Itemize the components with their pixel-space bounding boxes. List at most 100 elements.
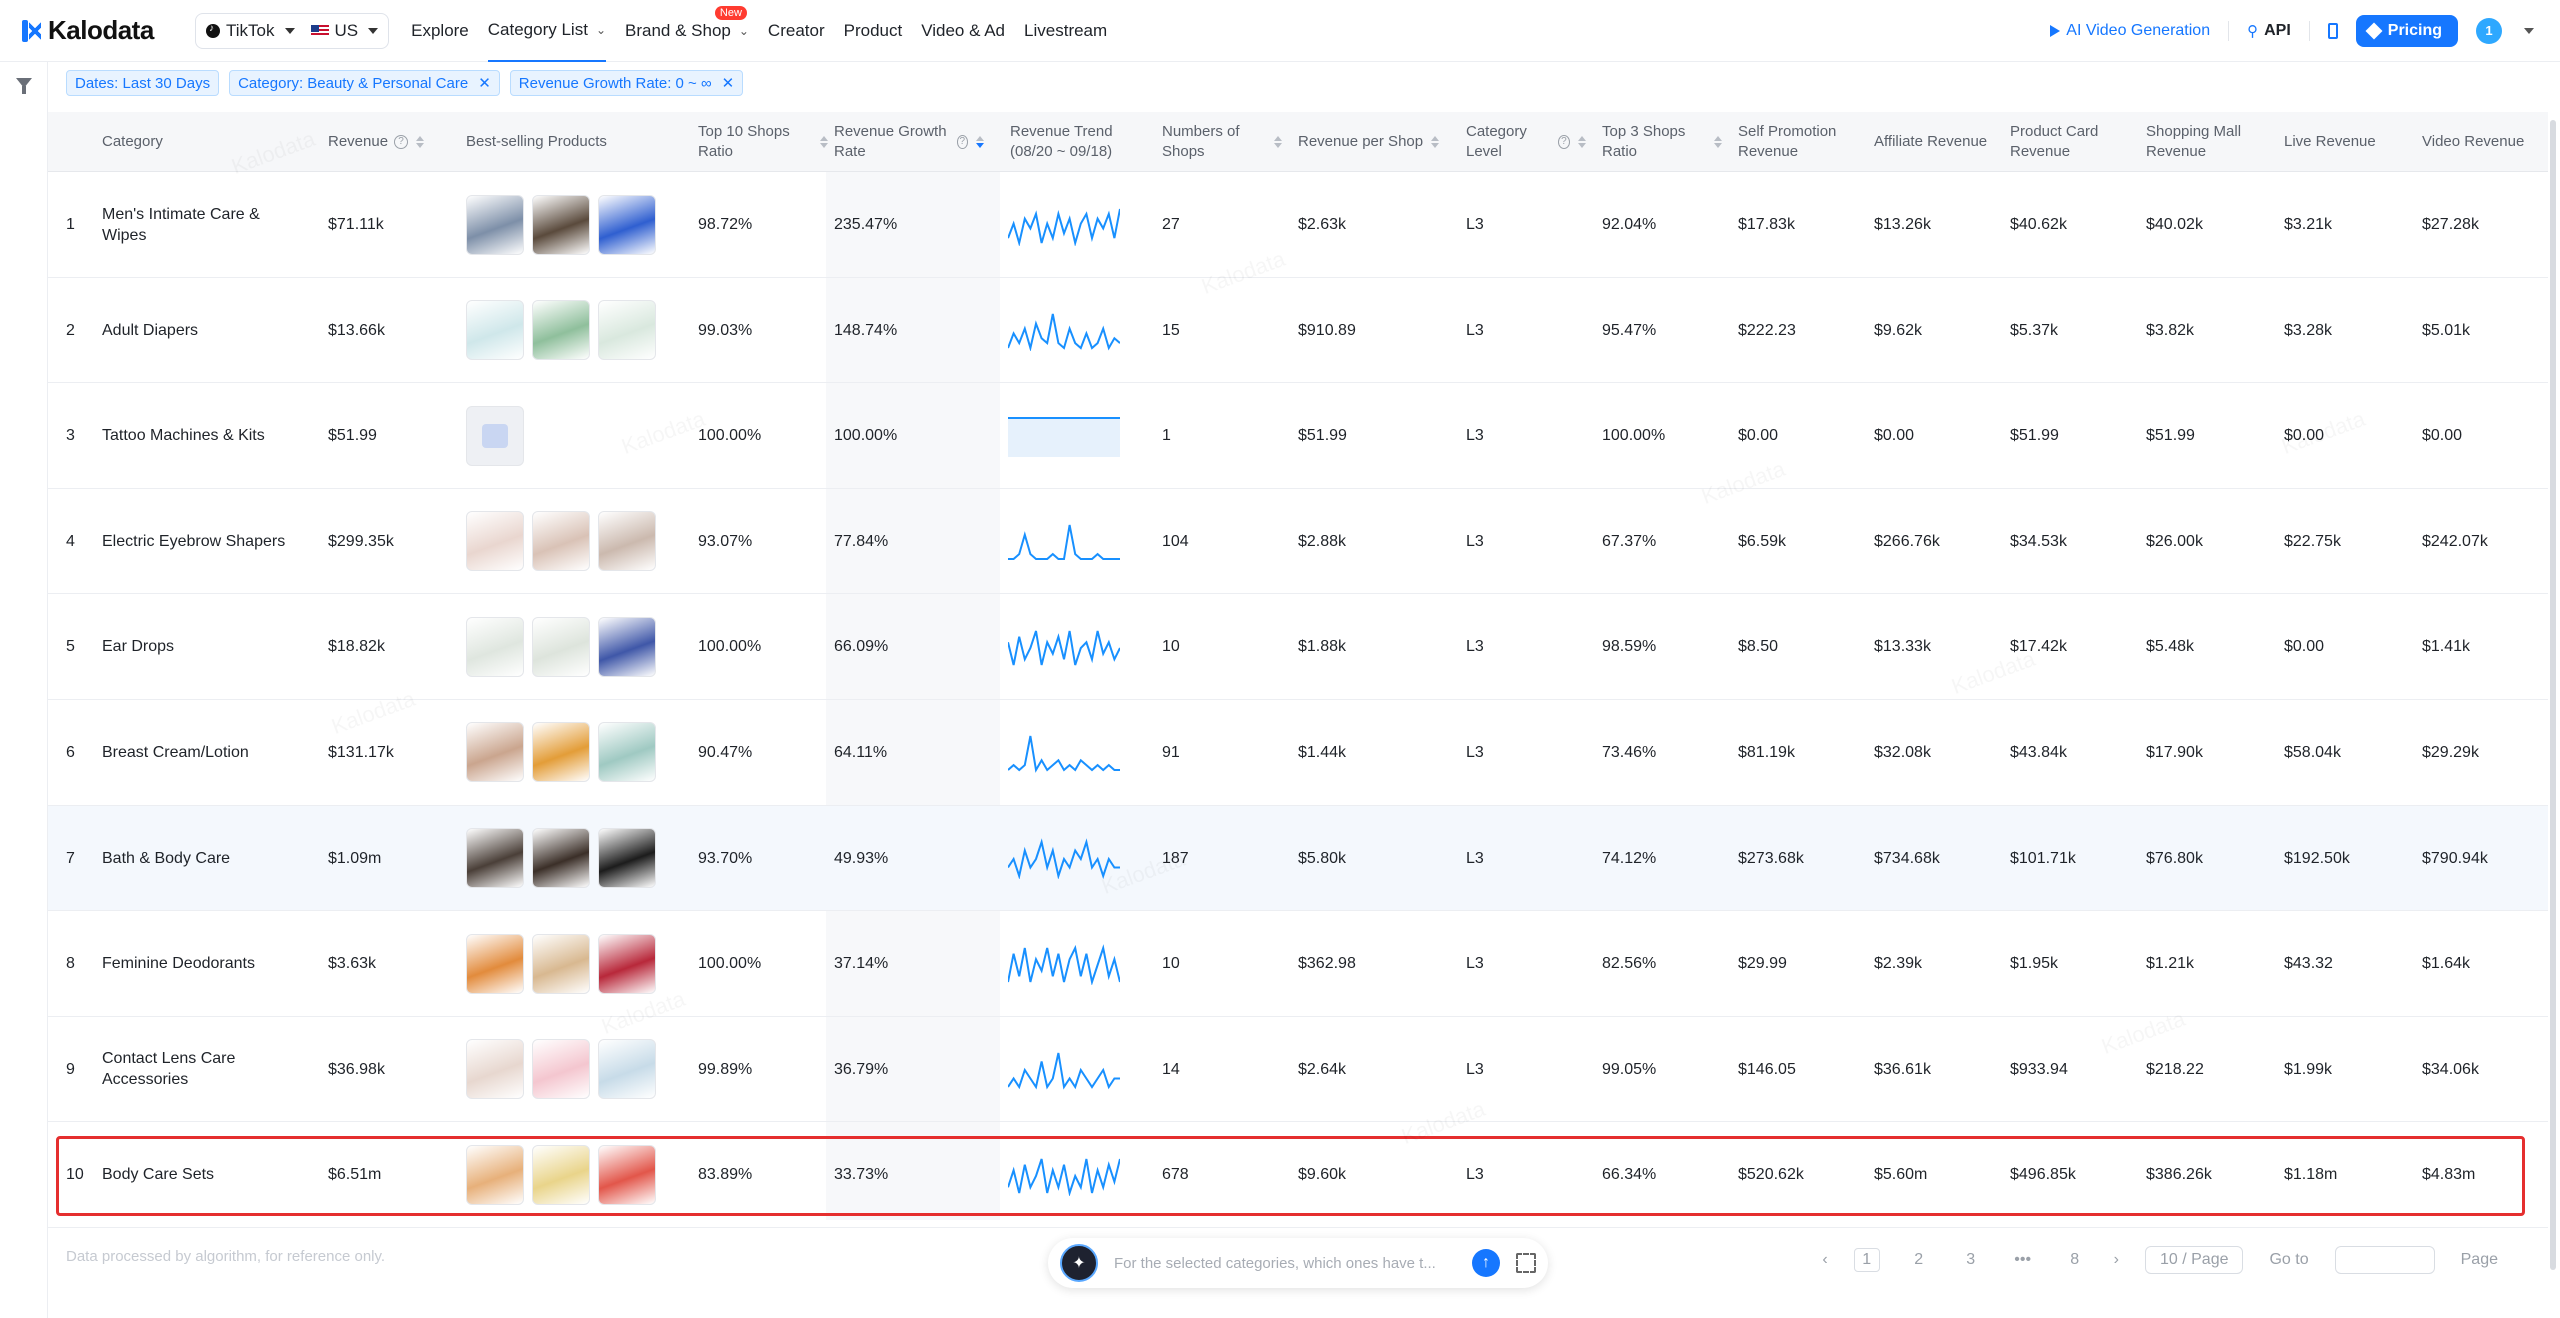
sort-icon[interactable]	[820, 136, 828, 148]
product-thumbnail[interactable]	[598, 194, 656, 255]
category-name[interactable]: Tattoo Machines & Kits	[102, 427, 265, 445]
region-selector[interactable]: US	[310, 21, 379, 41]
sort-icon[interactable]	[416, 136, 425, 148]
close-icon[interactable]: ✕	[721, 75, 735, 92]
product-thumbnail[interactable]	[466, 300, 524, 361]
column-header-level[interactable]: Category Level?	[1466, 112, 1586, 172]
nav-livestream[interactable]: Livestream	[1024, 0, 1107, 62]
table-row[interactable]: 6 Breast Cream/Lotion $131.17k 90.47% 64.11%…	[48, 700, 2548, 806]
category-name[interactable]: Body Care Sets	[102, 1166, 215, 1184]
next-page-icon[interactable]: ›	[2113, 1251, 2119, 1268]
table-row[interactable]: 7 Bath & Body Care $1.09m 93.70% 49.93% 187 $5…	[48, 805, 2548, 912]
product-thumbnail[interactable]	[598, 300, 656, 361]
product-thumbnail[interactable]	[466, 722, 524, 783]
goto-page-input[interactable]	[2334, 1246, 2435, 1274]
help-icon[interactable]: ?	[394, 135, 409, 149]
help-icon[interactable]: ?	[1557, 135, 1570, 149]
product-thumbnail[interactable]	[532, 933, 590, 994]
table-row[interactable]: 2 Adult Diapers $13.66k 99.03% 148.74% 15 $910…	[48, 278, 2548, 384]
sort-icon[interactable]	[1578, 136, 1586, 148]
product-thumbnail[interactable]	[598, 616, 656, 677]
column-header-top3[interactable]: Top 3 Shops Ratio	[1602, 112, 1722, 172]
product-thumbnail[interactable]	[598, 1144, 656, 1205]
column-header-revenue[interactable]: Revenue?	[328, 112, 448, 172]
category-name[interactable]: Electric Eyebrow Shapers	[102, 532, 286, 550]
product-thumbnail[interactable]	[598, 722, 656, 783]
help-icon[interactable]: ?	[956, 135, 968, 149]
table-row[interactable]: 10 Body Care Sets $6.51m 83.89% 33.73% 678 $9.…	[48, 1122, 2548, 1228]
product-thumbnail[interactable]	[598, 933, 656, 994]
ai-video-generation-link[interactable]: AI Video Generation	[2050, 22, 2210, 40]
table-row[interactable]: 4 Electric Eyebrow Shapers $299.35k 93.07% 7…	[48, 489, 2548, 595]
category-name[interactable]: Contact Lens Care Accessories	[102, 1050, 236, 1089]
category-name[interactable]: Bath & Body Care	[102, 849, 231, 867]
product-thumbnail[interactable]	[532, 300, 590, 361]
product-thumbnail[interactable]	[466, 828, 524, 889]
nav-creator[interactable]: Creator	[768, 0, 825, 62]
category-name[interactable]: Men's Intimate Care & Wipes	[102, 205, 260, 244]
product-thumbnail[interactable]	[466, 616, 524, 677]
shopping-bag-icon[interactable]	[466, 405, 524, 466]
nav-explore[interactable]: Explore	[411, 0, 469, 62]
page-number[interactable]: 3	[1966, 1251, 1976, 1268]
ai-assistant-icon[interactable]: ✦	[1060, 1244, 1098, 1282]
ai-question-input[interactable]: For the selected categories, which ones …	[1114, 1254, 1436, 1272]
expand-icon[interactable]	[1516, 1253, 1536, 1273]
user-avatar[interactable]: 1	[2476, 17, 2502, 44]
product-thumbnail[interactable]	[532, 722, 590, 783]
product-thumbnail[interactable]	[466, 933, 524, 994]
vertical-scrollbar[interactable]	[2550, 120, 2556, 1270]
sort-icon[interactable]	[976, 136, 984, 148]
app-selector[interactable]: TikTok	[206, 21, 295, 41]
product-thumbnail[interactable]	[466, 194, 524, 255]
category-name[interactable]: Ear Drops	[102, 638, 175, 656]
page-size-select[interactable]: 10 / Page	[2144, 1246, 2244, 1274]
sort-icon[interactable]	[1714, 136, 1722, 148]
filter-chip[interactable]: Dates: Last 30 Days	[66, 70, 220, 96]
nav-product[interactable]: Product	[844, 0, 903, 62]
column-header-shops[interactable]: Numbers of Shops	[1162, 112, 1282, 172]
product-thumbnail[interactable]	[532, 1039, 590, 1100]
send-arrow-icon[interactable]: ↑	[1472, 1249, 1500, 1277]
nav-category-list[interactable]: Category List ⌄	[487, 0, 606, 62]
column-header-rps[interactable]: Revenue per Shop	[1298, 112, 1448, 172]
product-thumbnail[interactable]	[466, 511, 524, 572]
column-header-growth[interactable]: Revenue Growth Rate?	[834, 112, 984, 172]
table-row[interactable]: 9 Contact Lens Care Accessories $36.98k 99.…	[48, 1017, 2548, 1123]
product-thumbnail[interactable]	[532, 194, 590, 255]
close-icon[interactable]: ✕	[478, 75, 491, 92]
table-row[interactable]: 1 Men's Intimate Care & Wipes $71.11k 98.72…	[48, 172, 2548, 278]
prev-page-icon[interactable]: ‹	[1822, 1251, 1828, 1268]
page-number[interactable]: •••	[2014, 1251, 2032, 1268]
page-number[interactable]: 1	[1853, 1248, 1880, 1272]
category-name[interactable]: Breast Cream/Lotion	[102, 743, 249, 761]
table-row[interactable]: 8 Feminine Deodorants $3.63k 100.00% 37.14% 1…	[48, 911, 2548, 1017]
page-number[interactable]: 8	[2070, 1251, 2080, 1268]
filter-icon[interactable]	[16, 78, 32, 94]
sort-icon[interactable]	[1431, 136, 1440, 148]
pricing-button[interactable]: Pricing	[2355, 14, 2458, 47]
page-number[interactable]: 2	[1914, 1251, 1924, 1268]
chevron-down-icon[interactable]	[2524, 27, 2534, 34]
product-thumbnail[interactable]	[466, 1144, 524, 1205]
category-name[interactable]: Feminine Deodorants	[102, 955, 255, 973]
product-thumbnail[interactable]	[598, 511, 656, 572]
ai-assistant-bar[interactable]: ✦ For the selected categories, which one…	[1048, 1238, 1548, 1288]
category-name[interactable]: Adult Diapers	[102, 321, 199, 339]
product-thumbnail[interactable]	[598, 828, 656, 889]
product-thumbnail[interactable]	[598, 1039, 656, 1100]
product-thumbnail[interactable]	[532, 828, 590, 889]
product-thumbnail[interactable]	[532, 616, 590, 677]
nav-video-ad[interactable]: Video & Ad	[921, 0, 1005, 62]
column-header-top10[interactable]: Top 10 Shops Ratio	[698, 112, 828, 172]
table-row[interactable]: 3 Tattoo Machines & Kits $51.99 100.00% 100.…	[48, 383, 2548, 489]
product-thumbnail[interactable]	[532, 511, 590, 572]
api-link[interactable]: ⚲ API	[2247, 22, 2291, 40]
kalodata-logo[interactable]: Kalodata	[20, 15, 165, 46]
mobile-app-icon[interactable]	[2327, 22, 2338, 39]
sort-icon[interactable]	[1274, 136, 1282, 148]
filter-chip[interactable]: Revenue Growth Rate: 0 ~ ∞ ✕	[509, 70, 744, 96]
table-row[interactable]: 5 Ear Drops $18.82k 100.00% 66.09% 10 $1.88k L3…	[48, 594, 2548, 700]
nav-brand-shop[interactable]: Brand & Shop ⌄ New	[625, 0, 749, 62]
product-thumbnail[interactable]	[532, 1144, 590, 1205]
